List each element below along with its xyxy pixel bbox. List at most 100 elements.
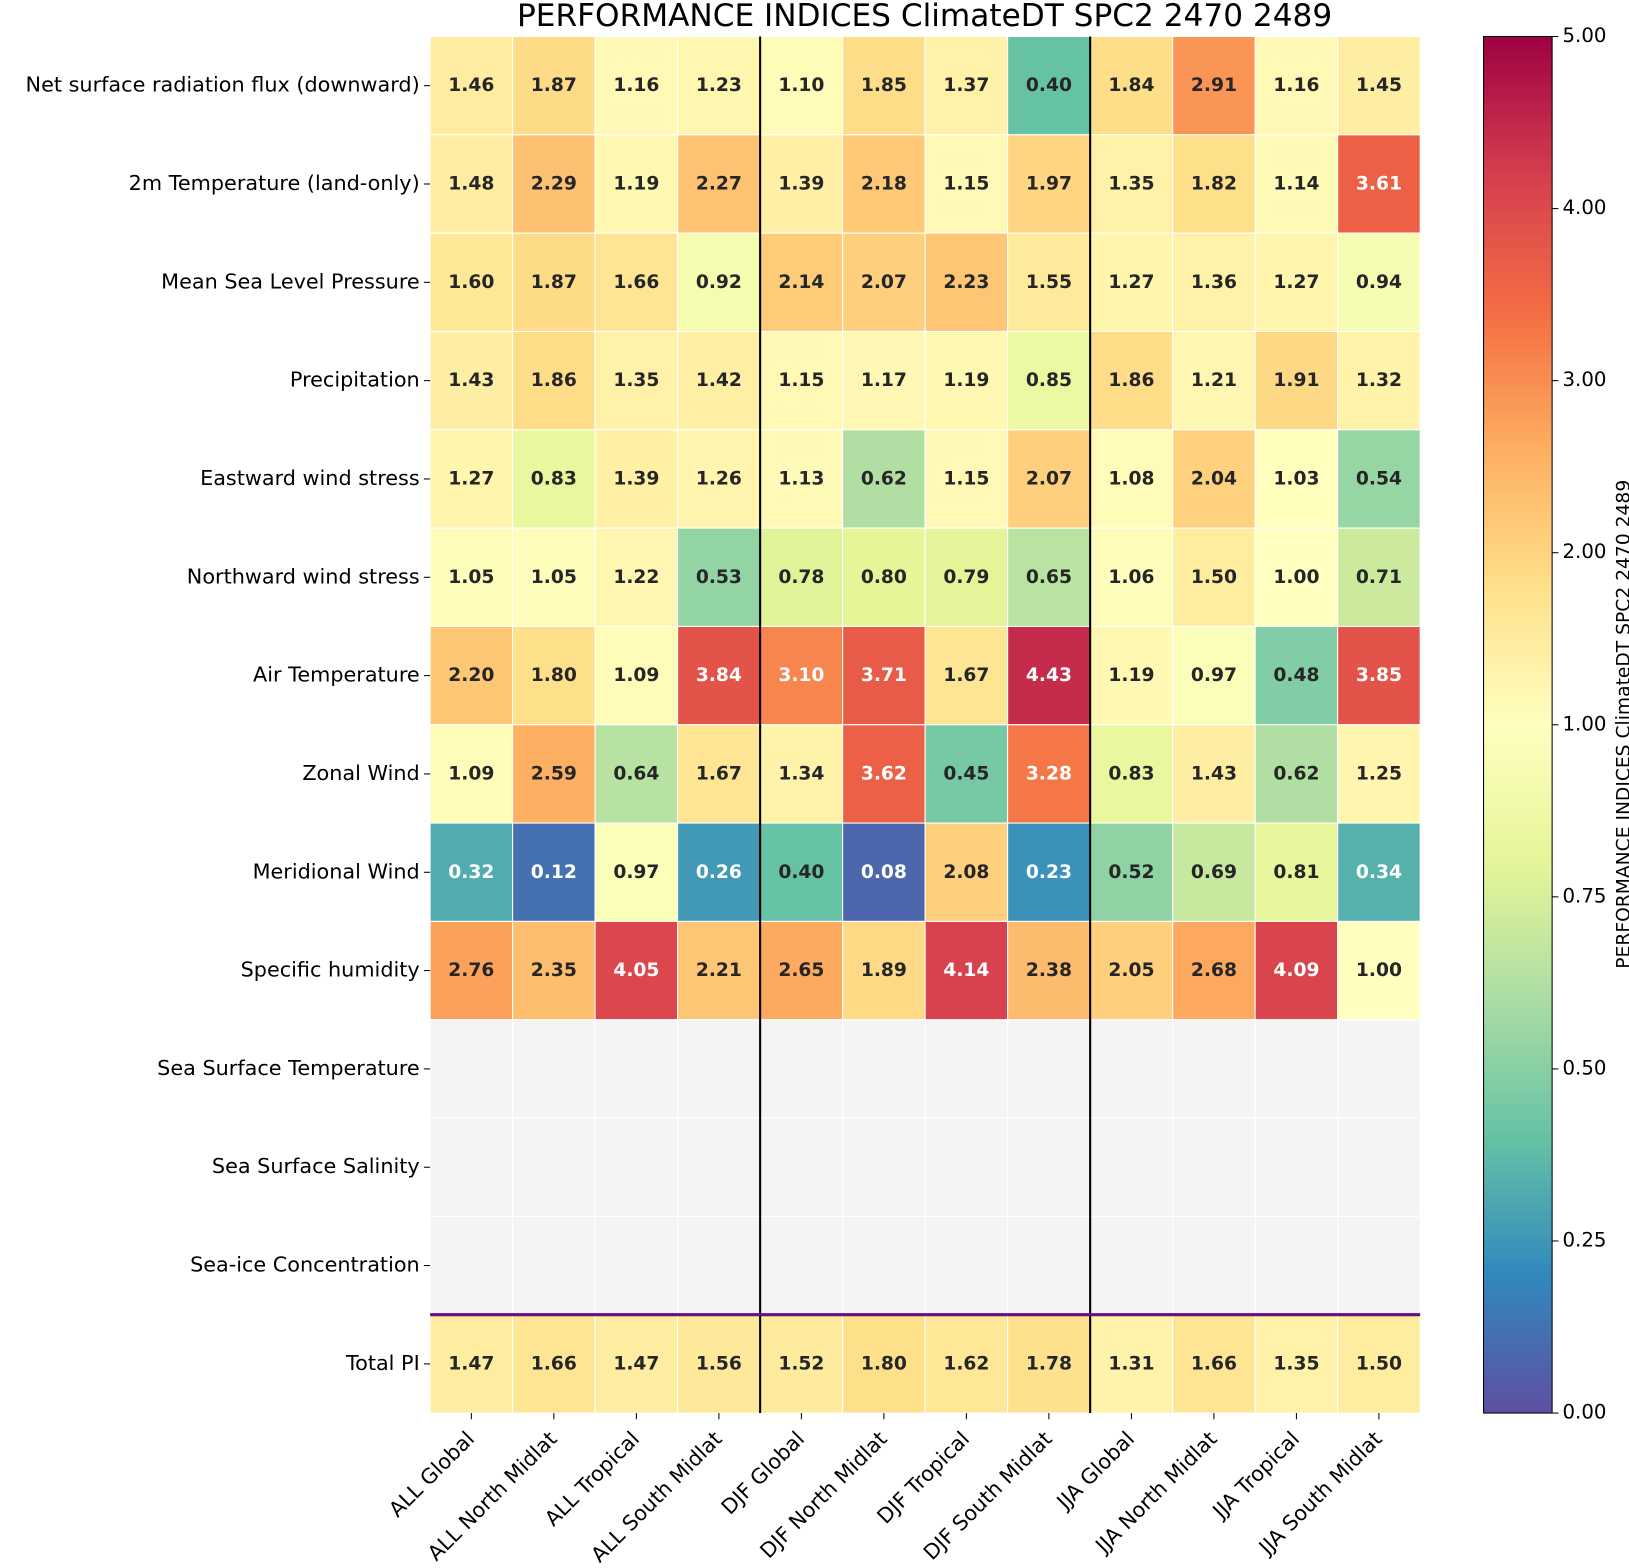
colorbar-label: PERFORMANCE INDICES ClimateDT SPC2 2470 … — [1613, 480, 1629, 969]
heatmap-cell — [429, 134, 514, 234]
cell-label: 1.14 — [1273, 173, 1319, 194]
heatmap-cell — [924, 920, 1009, 1021]
cell-label: 2.91 — [1191, 75, 1237, 96]
cell-label: 2.65 — [778, 960, 824, 981]
heatmap-cell — [1337, 232, 1421, 333]
cell-label: 3.10 — [778, 665, 824, 686]
heatmap-cell — [512, 724, 596, 824]
cell-label: 1.39 — [613, 468, 659, 489]
heatmap-cell — [1007, 822, 1091, 922]
cell-label: 0.83 — [531, 468, 577, 489]
cell-label: 2.38 — [1026, 960, 1072, 981]
heatmap-cell — [842, 429, 926, 529]
heatmap-cell — [594, 920, 679, 1021]
heatmap-cell — [842, 1314, 926, 1414]
cell-label: 1.13 — [778, 468, 824, 489]
cell-label: 0.52 — [1108, 862, 1154, 883]
cell-label: 1.15 — [943, 468, 989, 489]
heatmap-cell — [842, 920, 926, 1021]
cell-label: 1.09 — [448, 763, 494, 784]
heatmap-cell — [842, 724, 926, 824]
heatmap-cell — [1089, 920, 1174, 1021]
cell-label: 1.36 — [1191, 272, 1237, 293]
cell-label: 2.20 — [448, 665, 494, 686]
heatmap-cell — [1337, 527, 1421, 627]
heatmap-cell — [1172, 232, 1256, 333]
cell-label: 2.05 — [1108, 960, 1154, 981]
heatmap-cell — [512, 1314, 596, 1414]
heatmap-cell — [594, 1314, 679, 1414]
cell-label: 1.48 — [448, 173, 494, 194]
cell-label: 0.85 — [1026, 370, 1072, 391]
heatmap-cell — [1089, 429, 1174, 529]
cell-label: 0.32 — [448, 862, 494, 883]
heatmap-cell — [1337, 134, 1421, 234]
cell-label: 0.23 — [1026, 862, 1072, 883]
row-label: Sea-ice Concentration — [190, 1253, 420, 1277]
cell-label: 1.47 — [448, 1353, 494, 1374]
heatmap-cell — [512, 822, 596, 922]
cell-label: 1.27 — [448, 468, 494, 489]
cell-label: 1.21 — [1191, 370, 1237, 391]
cell-label: 1.15 — [778, 370, 824, 391]
heatmap-cell — [594, 134, 679, 234]
cell-label: 3.62 — [861, 763, 907, 784]
colorbar-tick-label: 0.75 — [1563, 884, 1607, 907]
cell-label: 2.76 — [448, 960, 494, 981]
cell-label: 1.87 — [531, 272, 577, 293]
cell-label: 1.45 — [1356, 75, 1402, 96]
heatmap-cell — [512, 330, 596, 431]
row-label: Sea Surface Temperature — [157, 1056, 420, 1080]
cell-label: 0.65 — [1026, 567, 1072, 588]
row-label: 2m Temperature (land-only) — [129, 171, 420, 195]
cell-label: 1.16 — [613, 75, 659, 96]
cell-label: 2.07 — [1026, 468, 1072, 489]
heatmap-cell — [1007, 232, 1091, 333]
heatmap-cell — [1254, 625, 1339, 726]
cell-label: 0.40 — [778, 862, 824, 883]
cell-label: 1.67 — [943, 665, 989, 686]
heatmap-cell — [1007, 625, 1091, 726]
cell-label: 1.05 — [531, 567, 577, 588]
heatmap-cell — [512, 134, 596, 234]
cell-label: 3.28 — [1026, 763, 1072, 784]
cell-label: 0.97 — [1191, 665, 1237, 686]
heatmap-cell — [677, 920, 761, 1021]
cell-label: 0.71 — [1356, 567, 1402, 588]
heatmap-cell — [924, 35, 1009, 136]
cell-label: 2.21 — [696, 960, 742, 981]
colorbar-tick-label: 2.00 — [1563, 540, 1607, 563]
heatmap-cell — [1007, 134, 1091, 234]
cell-label: 1.80 — [861, 1353, 907, 1374]
heatmap-cell — [594, 429, 679, 529]
heatmap-cell — [1172, 330, 1256, 431]
heatmap-cell — [594, 330, 679, 431]
heatmap-cell — [429, 822, 514, 922]
cell-label: 1.37 — [943, 75, 989, 96]
colorbar-tick-label: 0.50 — [1563, 1056, 1607, 1079]
cell-label: 1.55 — [1026, 272, 1072, 293]
heatmap-cell — [842, 232, 926, 333]
row-label: Specific humidity — [241, 958, 420, 982]
cell-label: 1.66 — [613, 272, 659, 293]
heatmap-cell — [1172, 429, 1256, 529]
cell-label: 0.79 — [943, 567, 989, 588]
cell-label: 1.86 — [531, 370, 577, 391]
cell-label: 1.08 — [1108, 468, 1154, 489]
heatmap-cell — [1007, 429, 1091, 529]
cell-label: 4.14 — [943, 960, 989, 981]
cell-label: 0.54 — [1356, 468, 1402, 489]
cell-label: 2.08 — [943, 862, 989, 883]
cell-label: 1.00 — [1356, 960, 1402, 981]
cell-label: 1.67 — [696, 763, 742, 784]
heatmap-cell — [759, 429, 844, 529]
cell-label: 0.08 — [861, 862, 907, 883]
cell-label: 0.40 — [1026, 75, 1072, 96]
heatmap-cell — [677, 1314, 761, 1414]
heatmap-cell — [429, 35, 514, 136]
heatmap-cell — [842, 35, 926, 136]
heatmap-cell — [1254, 920, 1339, 1021]
cell-label: 0.92 — [696, 272, 742, 293]
colorbar — [1483, 35, 1553, 1414]
heatmap-cell — [512, 625, 596, 726]
